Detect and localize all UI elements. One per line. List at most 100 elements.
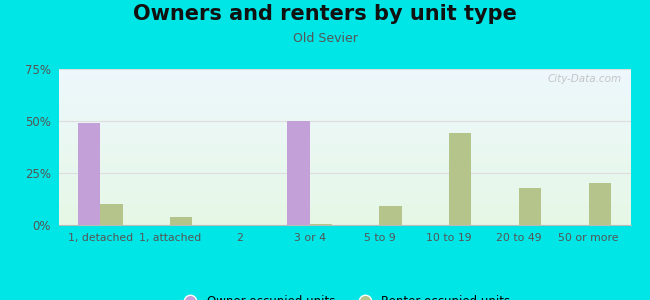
Bar (58, 85, 630, 86)
Bar (58, 71, 630, 72)
Bar (58, 98, 630, 99)
Bar (380, 206, 402, 225)
Bar (58, 168, 630, 169)
Bar (58, 183, 630, 184)
Bar (519, 188, 541, 225)
Legend: Owner occupied units, Renter occupied units: Owner occupied units, Renter occupied un… (174, 290, 515, 300)
Bar (58, 214, 630, 215)
Bar (58, 140, 630, 141)
Bar (58, 87, 630, 88)
Bar (58, 78, 630, 79)
Bar (58, 210, 630, 211)
Bar (449, 134, 471, 225)
Bar (58, 186, 630, 187)
Bar (58, 165, 630, 166)
Bar (58, 204, 630, 205)
Bar (58, 173, 630, 174)
Bar (58, 81, 630, 82)
Bar (58, 152, 630, 153)
Bar (58, 139, 630, 140)
Bar (58, 180, 630, 181)
Bar (58, 171, 630, 172)
Bar (58, 104, 630, 105)
Bar (58, 99, 630, 100)
Bar (58, 100, 630, 101)
Bar (58, 107, 630, 108)
Bar (58, 200, 630, 201)
Bar (58, 220, 630, 221)
Bar (58, 88, 630, 89)
Bar (58, 127, 630, 128)
Bar (58, 149, 630, 150)
Bar (58, 162, 630, 163)
Bar (58, 216, 630, 217)
Bar (58, 121, 630, 122)
Bar (58, 141, 630, 142)
Bar (58, 144, 630, 145)
Bar (58, 101, 630, 102)
Bar (58, 184, 630, 185)
Bar (58, 112, 630, 113)
Bar (58, 188, 630, 189)
Bar (58, 156, 630, 157)
Bar (58, 117, 630, 118)
Bar (309, 224, 332, 225)
Bar (58, 132, 630, 133)
Bar (58, 203, 630, 204)
Bar (58, 164, 630, 165)
Bar (58, 138, 630, 139)
Bar (58, 133, 630, 134)
Bar (58, 96, 630, 97)
Bar (58, 215, 630, 216)
Bar (58, 137, 630, 138)
Bar (58, 212, 630, 213)
Bar (58, 201, 630, 202)
Bar (58, 176, 630, 177)
Bar (58, 79, 630, 80)
Bar (58, 166, 630, 167)
Bar (58, 223, 630, 224)
Bar (58, 157, 630, 158)
Bar (58, 218, 630, 219)
Bar (58, 93, 630, 94)
Bar (58, 161, 630, 162)
Bar (58, 153, 630, 154)
Bar (58, 169, 630, 170)
Bar (58, 159, 630, 160)
Bar (58, 83, 630, 84)
Bar (58, 154, 630, 155)
Bar (58, 73, 630, 74)
Bar (58, 208, 630, 209)
Bar (58, 135, 630, 136)
Bar (58, 76, 630, 77)
Bar (170, 217, 192, 225)
Bar (58, 192, 630, 193)
Bar (58, 97, 630, 98)
Bar (58, 213, 630, 214)
Bar (58, 205, 630, 206)
Bar (58, 106, 630, 107)
Bar (58, 129, 630, 130)
Bar (58, 170, 630, 171)
Bar (58, 196, 630, 197)
Bar (58, 163, 630, 164)
Bar (58, 211, 630, 212)
Bar (58, 114, 630, 115)
Bar (58, 185, 630, 186)
Bar (58, 131, 630, 132)
Bar (58, 195, 630, 196)
Bar (100, 204, 123, 225)
Bar (58, 142, 630, 143)
Bar (58, 80, 630, 81)
Bar (58, 190, 630, 191)
Bar (58, 146, 630, 147)
Bar (58, 174, 630, 175)
Bar (58, 111, 630, 112)
Bar (58, 115, 630, 116)
Bar (58, 130, 630, 131)
Bar (58, 158, 630, 159)
Bar (58, 143, 630, 144)
Bar (58, 182, 630, 183)
Bar (58, 90, 630, 91)
Bar (58, 108, 630, 109)
